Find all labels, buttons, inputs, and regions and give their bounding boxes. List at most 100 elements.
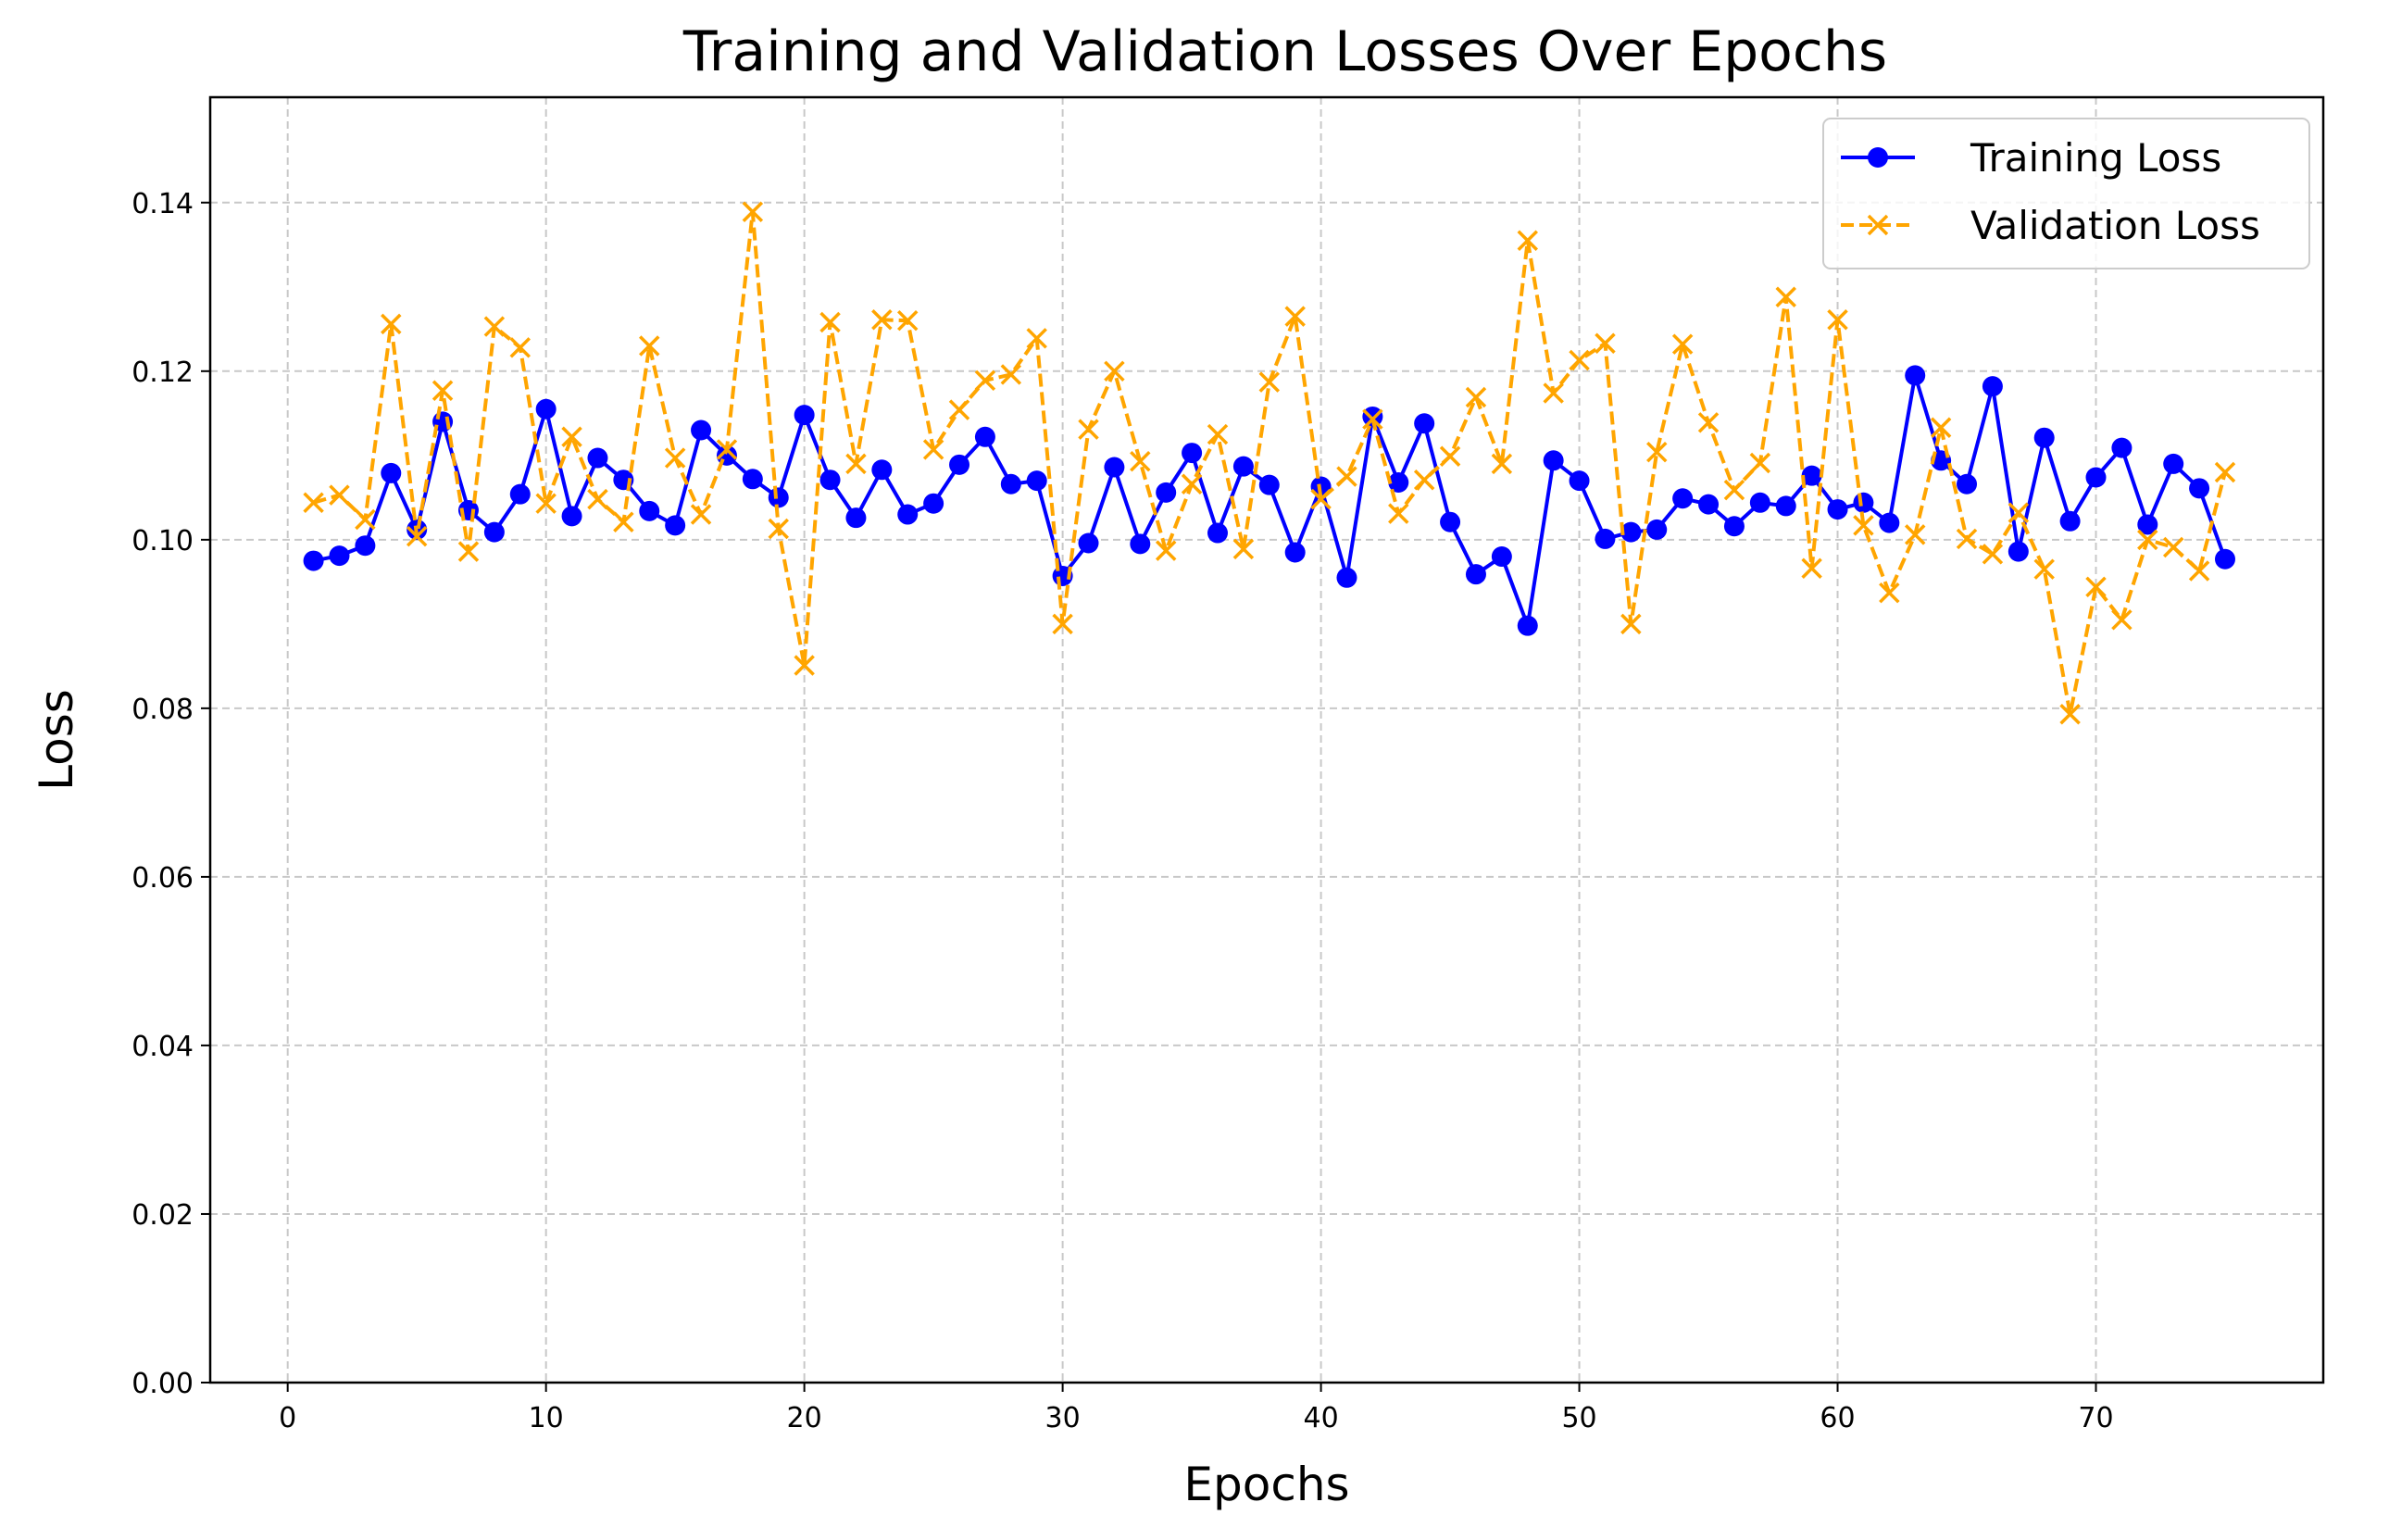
training-loss-point [1207,522,1228,544]
validation-loss-point [1749,452,1771,474]
training-loss-point [1982,376,2003,397]
training-loss-point [1232,456,1254,477]
validation-loss-point [922,439,944,460]
legend: Training Loss Validation Loss [1822,118,2310,269]
validation-loss-point [1078,419,1099,440]
validation-loss-point [535,493,557,514]
validation-loss-point [1000,364,1022,385]
validation-loss-point [871,309,893,331]
validation-loss-point [1646,441,1668,463]
validation-loss-point [1491,453,1513,475]
validation-loss-point [2085,576,2107,598]
validation-loss-point [639,335,660,357]
training-loss-point [1284,542,1306,563]
training-loss-point [2111,437,2133,458]
series-lines [303,201,2236,725]
training-loss-point [1543,450,1564,471]
training-loss-point [949,454,970,475]
training-loss-point [1801,465,1822,486]
training-loss-point [923,493,944,514]
validation-loss-point [2137,529,2158,551]
training-loss-point [1182,443,1203,464]
validation-loss-point [1439,445,1461,467]
training-loss-point [819,470,841,491]
training-loss-point [329,545,350,567]
validation-loss-point [1620,613,1642,635]
validation-loss-point [1930,417,1952,439]
validation-loss-point [1569,349,1590,371]
training-loss-point [2214,548,2235,570]
validation-loss-point [1982,544,2004,565]
training-loss-point [1620,521,1642,543]
x-tick-label: 10 [529,1402,564,1434]
validation-loss-series [303,201,2236,725]
training-loss-point [1465,564,1486,585]
validation-loss-point [742,201,764,223]
validation-loss-point [1775,286,1796,307]
x-tick-label: 30 [1045,1402,1081,1434]
training-loss-point [871,459,893,481]
training-loss-point [1414,413,1435,434]
training-loss-point [1156,482,1177,503]
validation-loss-point [2214,461,2236,483]
training-loss-point [355,535,376,557]
training-loss-point [1723,516,1745,537]
y-tick-label: 0.12 [131,357,194,389]
training-loss-point [1258,474,1280,495]
x-tick-label: 40 [1303,1402,1338,1434]
validation-loss-point [794,655,815,676]
legend-box [1822,118,2310,269]
validation-loss-point [1130,450,1151,472]
validation-loss-point [2059,704,2081,725]
training-loss-point [1853,492,1874,513]
x-axis-label: Epochs [1183,1458,1349,1511]
y-tick-label: 0.08 [131,694,194,726]
validation-loss-point [2008,502,2030,523]
validation-loss-point [1543,382,1564,404]
validation-loss-point [2111,609,2133,631]
validation-loss-point [1697,412,1720,433]
training-loss-point [665,515,686,536]
legend-entry-training: Training Loss [1841,135,2221,181]
validation-loss-point [1879,582,1900,604]
x-tick-label: 0 [279,1402,296,1434]
training-loss-point [742,469,763,490]
validation-loss-point [406,525,428,547]
training-loss-point [1646,519,1668,540]
training-loss-point [561,506,582,527]
training-loss-point [1517,615,1538,636]
validation-loss-point [974,369,996,392]
validation-loss-point [1026,328,1047,349]
training-loss-point [2033,427,2055,448]
validation-loss-point [768,518,789,540]
validation-loss-point [509,337,532,358]
training-loss-point [1026,470,1047,492]
validation-loss-point [1284,306,1306,327]
legend-training-label: Training Loss [1970,135,2221,181]
validation-loss-point [381,313,402,335]
validation-loss-point [1853,515,1874,536]
legend-entry-validation: Validation Loss [1841,203,2260,248]
training-loss-point [509,483,531,505]
validation-loss-point [1827,309,1848,331]
training-loss-point [1491,546,1512,568]
training-loss-point [2085,467,2107,488]
validation-loss-point [1671,333,1694,355]
validation-loss-point [1310,488,1332,510]
legend-validation-label: Validation Loss [1970,203,2260,248]
training-loss-point [587,447,608,469]
validation-loss-point [329,484,350,506]
chart-title: Training and Validation Losses Over Epoc… [682,19,1887,84]
training-loss-point [2059,510,2081,532]
validation-loss-point [561,426,582,448]
y-tick-label: 0.10 [131,525,194,557]
axis-ticks: 0 10 20 30 40 50 60 70 0.00 0.02 0.04 0.06 0.08 0.10 0… [131,188,2113,1434]
validation-loss-point [1904,524,1926,545]
training-loss-point [1104,457,1125,478]
training-loss-series [303,365,2235,636]
validation-loss-point [819,311,841,333]
training-loss-point [897,504,919,525]
validation-loss-point [664,447,686,469]
training-loss-point [794,405,815,426]
training-loss-point [2163,453,2184,474]
